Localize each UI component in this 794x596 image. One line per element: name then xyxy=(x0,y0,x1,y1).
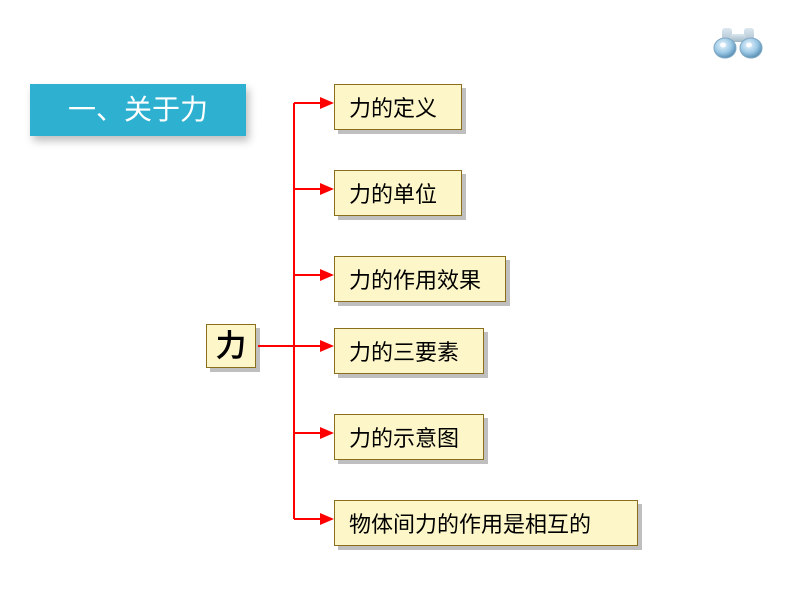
leaf-node-text: 物体间力的作用是相互的 xyxy=(349,512,591,537)
leaf-node-text: 力的作用效果 xyxy=(349,268,481,293)
section-title: 一、关于力 xyxy=(30,84,246,136)
leaf-node: 力的单位 xyxy=(334,170,462,216)
leaf-node-text: 力的定义 xyxy=(349,96,437,121)
root-node: 力 xyxy=(206,324,256,368)
leaf-node: 物体间力的作用是相互的 xyxy=(334,500,638,546)
leaf-node: 力的定义 xyxy=(334,84,462,130)
leaf-node: 力的作用效果 xyxy=(334,256,506,302)
leaf-node: 力的三要素 xyxy=(334,328,484,374)
binoculars-icon xyxy=(710,18,766,60)
leaf-node-text: 力的单位 xyxy=(349,182,437,207)
leaf-node-text: 力的示意图 xyxy=(349,426,459,451)
section-title-text: 一、关于力 xyxy=(68,94,208,125)
root-node-text: 力 xyxy=(216,330,246,363)
leaf-node-text: 力的三要素 xyxy=(349,340,459,365)
leaf-node: 力的示意图 xyxy=(334,414,484,460)
